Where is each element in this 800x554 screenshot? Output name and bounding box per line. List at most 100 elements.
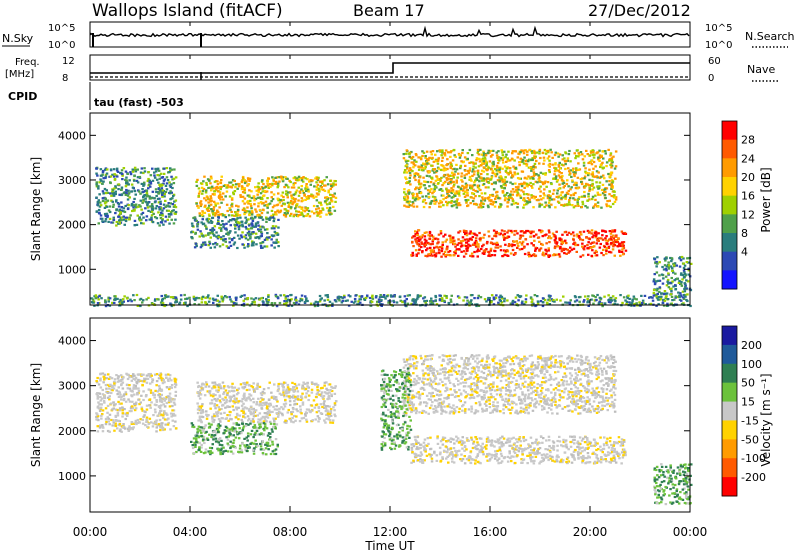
data-cell — [98, 212, 101, 215]
data-cell — [328, 300, 332, 303]
colorbar-segment — [722, 270, 737, 290]
data-cell — [597, 193, 600, 196]
data-cell — [588, 198, 591, 201]
data-cell — [412, 205, 416, 208]
data-cell — [199, 230, 202, 233]
data-cell — [602, 188, 606, 191]
data-cell — [586, 199, 590, 202]
data-cell — [458, 194, 461, 197]
data-cell — [497, 302, 500, 306]
data-cell — [376, 300, 379, 303]
data-cell — [266, 182, 269, 185]
data-cell — [652, 294, 656, 297]
power-region-2 — [190, 215, 280, 250]
data-cell — [603, 177, 606, 180]
data-cell — [580, 233, 583, 236]
data-cell — [440, 176, 443, 179]
data-cell — [675, 264, 678, 267]
data-cell — [525, 182, 529, 185]
data-cell — [219, 198, 222, 201]
data-cell — [559, 299, 562, 302]
data-cell — [595, 254, 599, 257]
data-cell — [427, 234, 430, 237]
data-cell — [162, 182, 165, 185]
data-cell — [133, 404, 137, 407]
data-cell — [243, 208, 246, 211]
data-cell — [277, 241, 280, 244]
data-cell — [503, 233, 506, 236]
data-cell — [685, 261, 689, 264]
data-cell — [244, 209, 247, 212]
data-cell — [381, 303, 384, 306]
data-cell — [154, 170, 158, 173]
data-cell — [257, 182, 260, 185]
data-cell — [464, 164, 467, 167]
data-cell — [167, 209, 171, 212]
data-cell — [548, 170, 551, 174]
data-cell — [519, 295, 523, 298]
data-cell — [664, 275, 668, 278]
data-cell — [682, 269, 686, 272]
data-cell — [679, 294, 683, 297]
data-cell — [546, 181, 550, 184]
data-cell — [298, 300, 301, 303]
data-cell — [685, 279, 688, 282]
data-cell — [572, 171, 575, 174]
data-cell — [653, 258, 657, 261]
data-cell — [266, 206, 269, 209]
freq-label-line2: [MHz] — [5, 69, 34, 80]
data-cell — [408, 204, 411, 207]
data-cell — [161, 218, 164, 221]
data-cell — [164, 373, 168, 376]
data-cell — [513, 173, 517, 176]
data-cell — [201, 243, 205, 246]
data-cell — [420, 164, 423, 167]
data-cell — [500, 203, 503, 206]
data-cell — [538, 240, 541, 243]
data-cell — [275, 182, 278, 185]
data-cell — [547, 201, 551, 204]
data-cell — [614, 198, 618, 201]
data-cell — [465, 186, 468, 189]
data-cell — [97, 187, 100, 190]
data-cell — [408, 171, 412, 174]
data-cell — [547, 255, 551, 258]
data-cell — [576, 203, 580, 206]
data-cell — [426, 255, 429, 258]
data-cell — [294, 296, 298, 299]
data-cell — [425, 239, 428, 242]
data-cell — [506, 166, 510, 169]
data-cell — [422, 162, 425, 165]
data-cell — [442, 181, 446, 185]
data-cell — [327, 394, 331, 397]
data-cell — [298, 206, 302, 209]
data-cell — [547, 229, 551, 232]
data-cell — [217, 211, 220, 214]
data-cell — [415, 192, 419, 195]
data-cell — [472, 192, 476, 196]
data-cell — [276, 184, 280, 187]
data-cell — [495, 241, 499, 244]
data-cell — [580, 205, 583, 209]
data-cell — [602, 157, 605, 160]
data-cell — [524, 301, 528, 304]
data-cell — [122, 218, 126, 221]
data-cell — [414, 238, 417, 241]
data-cell — [329, 183, 333, 186]
data-cell — [215, 188, 218, 191]
data-cell — [162, 397, 165, 400]
data-cell — [387, 301, 390, 304]
data-cell — [424, 156, 427, 159]
data-cell — [441, 241, 444, 244]
data-cell — [522, 162, 526, 165]
data-cell — [639, 304, 642, 307]
data-cell — [570, 233, 573, 236]
data-cell — [489, 194, 492, 197]
data-cell — [478, 249, 481, 252]
data-cell — [160, 294, 163, 298]
data-cell — [273, 182, 277, 185]
data-cell — [430, 176, 434, 179]
data-cell — [513, 190, 516, 193]
data-cell — [210, 399, 214, 402]
data-cell — [235, 218, 238, 221]
